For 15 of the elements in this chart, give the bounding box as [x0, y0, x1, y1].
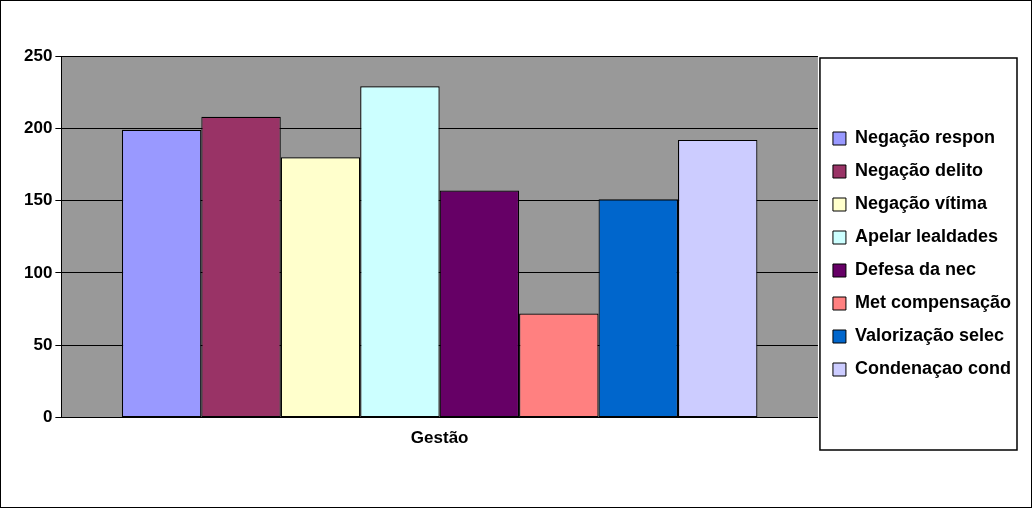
legend-label: Negação delito	[854, 160, 983, 181]
y-tick-label: 150	[23, 190, 53, 210]
legend-label: Condenaçao cond	[854, 358, 1011, 379]
legend-label: Apelar lealdades	[854, 226, 999, 247]
legend-label: Negação vítima	[854, 193, 988, 214]
y-tick-label: 0	[42, 407, 53, 427]
legend-label: Defesa da nec	[854, 259, 977, 280]
y-tick-label: 200	[23, 118, 53, 138]
y-tick-label: 250	[23, 45, 53, 65]
x-tick-label: Gestão	[410, 428, 469, 448]
y-tick-label: 50	[33, 334, 53, 354]
legend-label: Met compensação	[854, 292, 1012, 313]
legend-label: Valorização selec	[854, 325, 1005, 346]
y-tick-label: 100	[23, 262, 53, 282]
legend-label: Negação respon	[854, 127, 995, 148]
